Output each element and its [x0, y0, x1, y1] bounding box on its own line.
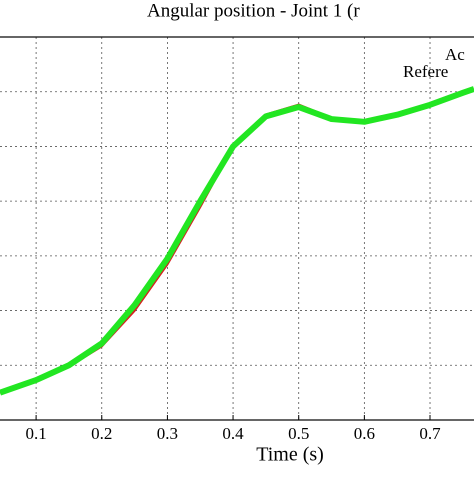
x-axis-label: Time (s) — [256, 444, 324, 466]
x-tick-label: 0.6 — [354, 424, 375, 443]
series-line — [0, 86, 474, 396]
x-tick-label: 0.4 — [222, 424, 244, 443]
x-tick-label: 0.2 — [91, 424, 112, 443]
x-tick-label: 0.7 — [419, 424, 441, 443]
chart-title: Angular position - Joint 1 (r — [147, 0, 360, 21]
legend-label: Ac — [445, 45, 465, 64]
x-tick-label: 0.5 — [288, 424, 309, 443]
legend-label: Refere — [403, 62, 448, 81]
plot-frame — [0, 36, 474, 421]
x-tick-label: 0.1 — [25, 424, 46, 443]
x-tick-label: 0.3 — [157, 424, 178, 443]
